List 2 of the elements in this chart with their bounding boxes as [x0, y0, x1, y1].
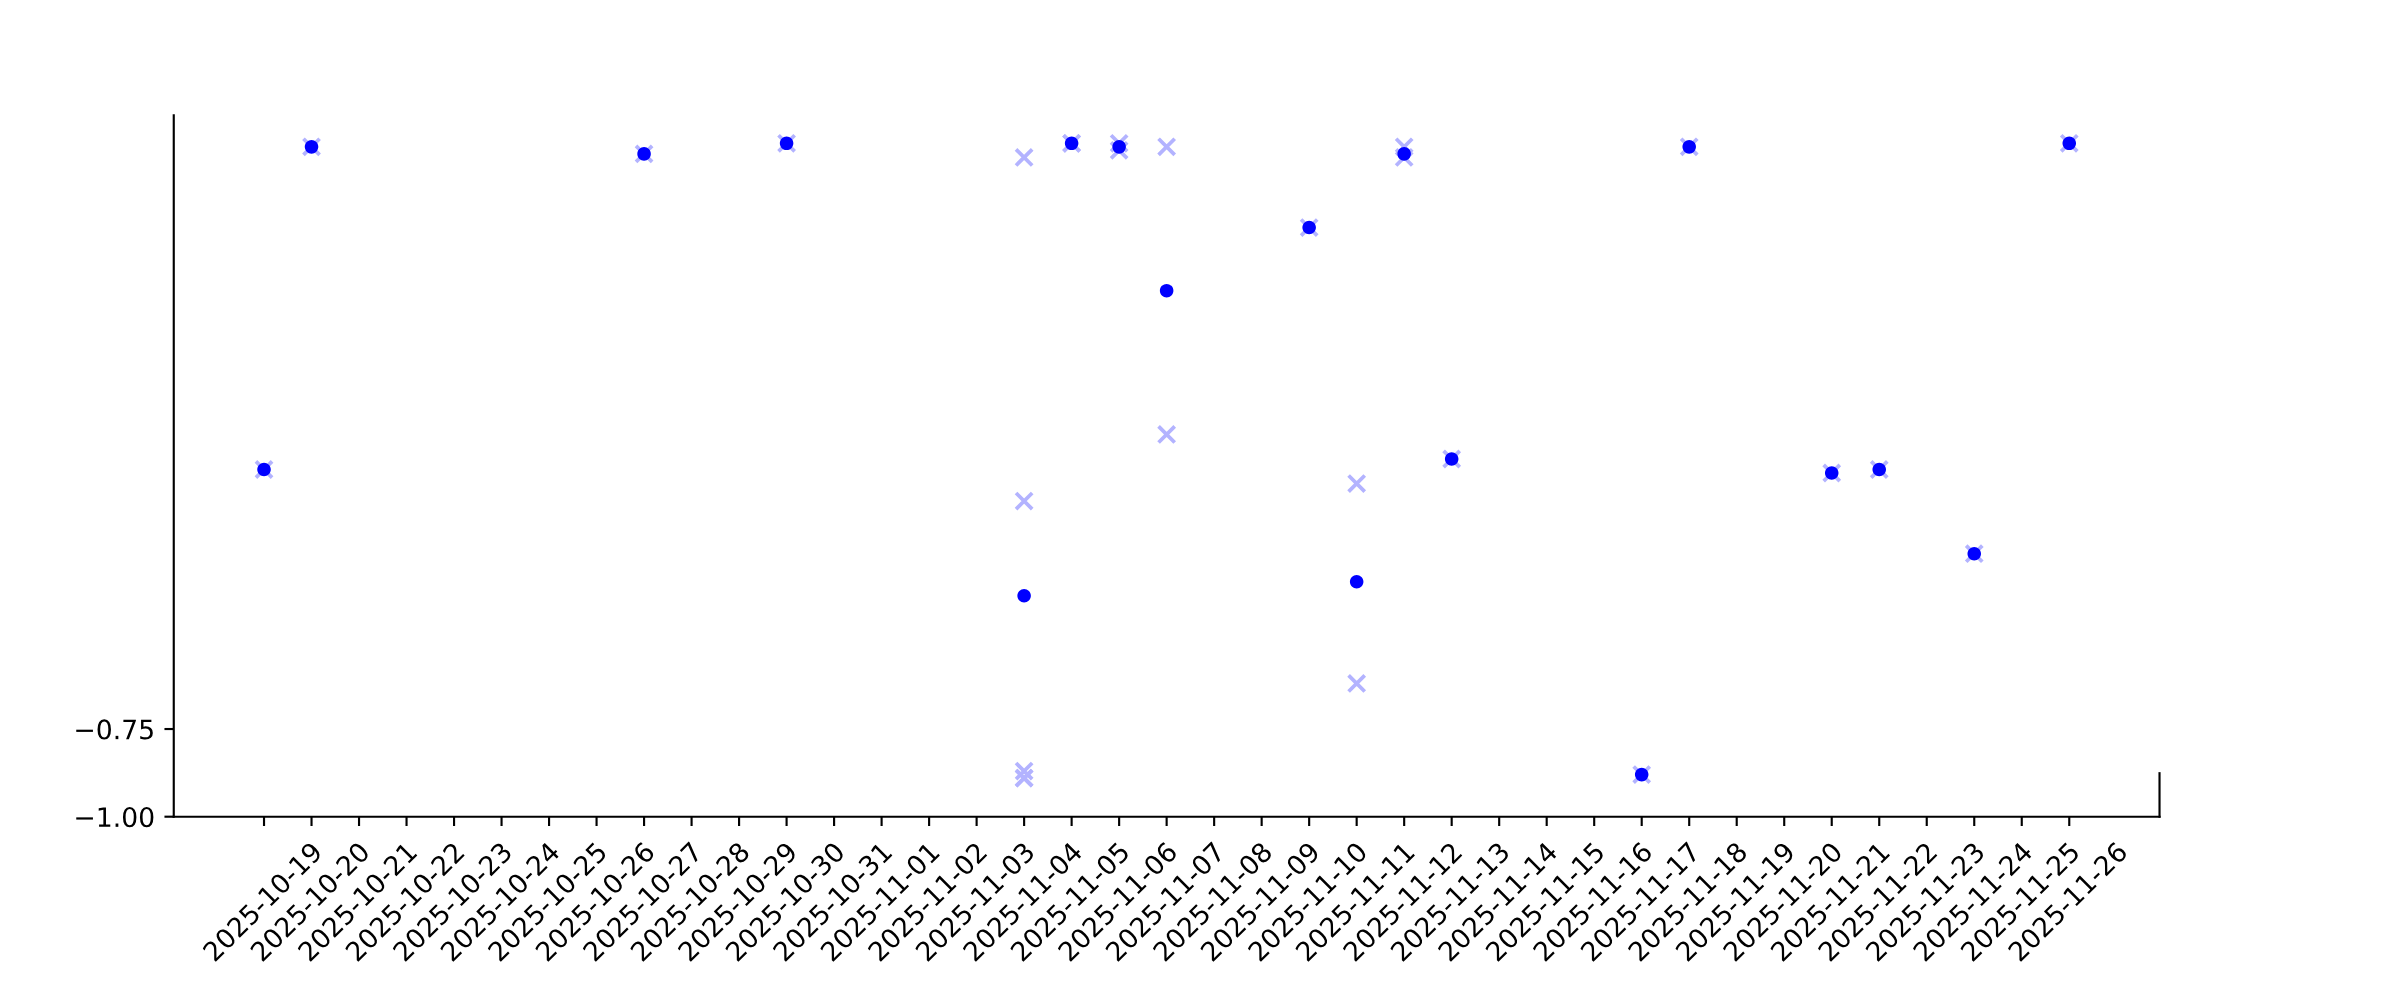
y-tick-label: −0.75: [76, 719, 153, 740]
y-tick-label: −1.00: [76, 807, 154, 828]
